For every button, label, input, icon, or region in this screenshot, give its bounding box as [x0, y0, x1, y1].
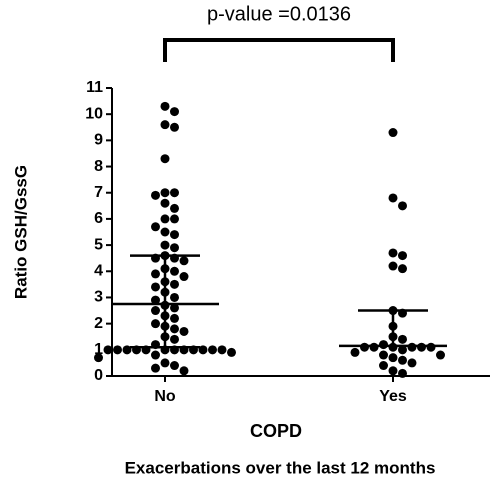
data-point — [417, 342, 426, 352]
data-point — [398, 251, 407, 261]
data-point — [217, 345, 227, 355]
data-point — [198, 345, 208, 355]
data-point — [208, 345, 217, 355]
data-point — [379, 361, 388, 371]
x-axis-title: COPD — [250, 421, 302, 441]
data-point — [379, 340, 388, 350]
y-tick-label: 0 — [94, 367, 103, 384]
data-point — [170, 230, 179, 240]
data-point — [151, 282, 160, 292]
data-point — [170, 266, 179, 276]
data-point — [151, 350, 160, 360]
data-point — [113, 345, 122, 355]
data-point — [407, 358, 417, 368]
data-point — [160, 188, 170, 198]
data-point — [170, 122, 179, 132]
data-point — [170, 279, 179, 289]
data-point — [388, 128, 398, 138]
data-point — [160, 240, 170, 250]
data-point — [151, 363, 160, 373]
data-point — [398, 264, 407, 274]
data-point — [151, 295, 160, 305]
data-point — [436, 350, 445, 360]
y-tick-label: 1 — [94, 341, 103, 358]
y-tick-label: 11 — [86, 79, 103, 96]
data-point — [388, 261, 398, 271]
data-point — [160, 358, 170, 368]
x-tick-label: Yes — [379, 388, 407, 405]
data-point — [170, 313, 179, 323]
chart-title: p-value =0.0136 — [207, 3, 351, 25]
data-point — [407, 342, 417, 352]
significance-bracket — [163, 38, 395, 62]
data-point — [160, 227, 170, 237]
data-point — [170, 292, 179, 302]
data-point — [170, 361, 179, 371]
data-point — [388, 193, 398, 203]
data-point — [160, 154, 170, 164]
data-point — [160, 101, 170, 111]
data-point — [151, 269, 160, 279]
data-point — [179, 256, 189, 266]
data-point — [151, 306, 160, 316]
y-tick-label: 7 — [94, 184, 103, 201]
data-point — [398, 345, 407, 355]
y-tick-label: 3 — [94, 289, 103, 306]
data-point — [151, 222, 160, 232]
data-point — [170, 203, 179, 213]
data-point — [151, 190, 160, 200]
data-point — [426, 342, 436, 352]
data-point — [94, 353, 103, 363]
y-tick-label: 5 — [94, 236, 103, 253]
data-point — [388, 248, 398, 258]
data-point — [160, 198, 170, 208]
data-point — [227, 347, 236, 357]
x-tick-label: No — [154, 388, 176, 405]
data-point — [170, 303, 179, 313]
data-point — [388, 366, 398, 376]
data-point — [398, 334, 407, 344]
data-point — [160, 120, 170, 130]
data-point — [398, 355, 407, 365]
y-tick-label: 10 — [85, 105, 103, 122]
data-point — [170, 214, 179, 224]
y-tick-label: 6 — [94, 210, 103, 227]
x-axis-subtitle: Exacerbations over the last 12 months — [125, 458, 436, 477]
data-point — [151, 319, 160, 329]
data-point — [170, 188, 179, 198]
y-tick-label: 4 — [94, 262, 103, 279]
data-point — [179, 366, 189, 376]
data-point — [360, 342, 369, 352]
data-point — [179, 272, 189, 282]
data-point — [170, 324, 179, 334]
data-point — [170, 107, 179, 117]
data-point — [369, 342, 379, 352]
data-point — [379, 350, 388, 360]
y-tick-label: 8 — [94, 158, 103, 175]
data-point — [122, 345, 132, 355]
data-point — [350, 347, 360, 357]
data-point — [179, 326, 189, 336]
data-point — [398, 368, 407, 378]
y-tick-label: 2 — [94, 315, 103, 332]
data-point — [103, 345, 113, 355]
data-point — [388, 353, 398, 363]
y-tick-label: 9 — [94, 132, 103, 149]
y-axis-title: Ratio GSH/GssG — [11, 165, 30, 299]
data-point — [398, 201, 407, 211]
data-point — [170, 334, 179, 344]
data-point — [160, 214, 170, 224]
data-point — [170, 243, 179, 253]
